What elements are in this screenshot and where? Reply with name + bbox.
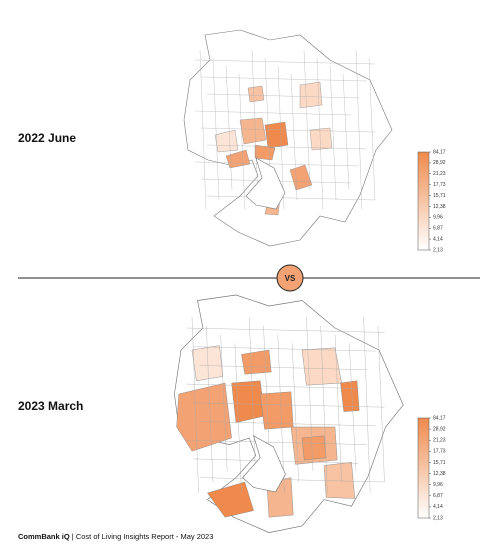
suburb-border: [200, 76, 368, 82]
suburb: [309, 127, 333, 151]
legend-label: 15,71: [433, 460, 446, 466]
suburb-border: [355, 49, 363, 211]
suburb-border: [194, 59, 376, 65]
suburb: [301, 435, 327, 461]
suburb-border: [277, 334, 285, 494]
legend-label: 4,14: [433, 236, 443, 242]
vs-badge: [276, 264, 304, 292]
suburb: [241, 349, 272, 375]
suburb: [239, 117, 267, 145]
suburb-border: [316, 57, 324, 211]
legend-label: 9,96: [433, 482, 443, 488]
vs-label: VS: [285, 274, 296, 283]
suburb-border: [320, 325, 328, 494]
legend-label: 6,87: [433, 493, 443, 499]
suburb: [340, 380, 360, 412]
suburb-border: [206, 144, 368, 150]
suburb-border: [225, 65, 233, 191]
legend-label: 17,73: [433, 449, 446, 455]
suburb-border: [290, 73, 298, 201]
suburb: [207, 481, 254, 518]
panel-title: 2022 June: [18, 131, 76, 145]
suburb-border: [249, 316, 256, 483]
legend-label: 21,23: [433, 171, 446, 177]
suburb-border: [349, 343, 357, 472]
suburb-border: [212, 57, 220, 201]
legend-label: 2,13: [433, 247, 443, 253]
legend-label: 84,17: [433, 415, 446, 421]
legend-label: 28,92: [433, 160, 446, 166]
legend-label: 15,71: [433, 193, 446, 199]
suburb-border: [186, 383, 359, 389]
suburb-border: [334, 334, 342, 483]
bay: [242, 435, 286, 493]
suburb: [225, 149, 251, 169]
suburb-border: [363, 316, 371, 494]
panel-title: 2023 March: [18, 399, 83, 413]
legend-bar: [417, 151, 430, 251]
legend-label: 6,87: [433, 226, 443, 232]
suburb-border: [238, 73, 246, 211]
suburb-border: [206, 195, 376, 201]
suburb-border: [206, 93, 360, 99]
footer: CommBank iQ | Cost of Living Insights Re…: [18, 532, 213, 541]
map-2022: [183, 29, 393, 247]
footer-text: Cost of Living Insights Report - May 202…: [76, 532, 214, 541]
legend-bar: [417, 417, 430, 519]
region: [183, 29, 393, 247]
suburb-border: [200, 127, 376, 133]
map-2023: [174, 294, 404, 533]
suburb-border: [303, 49, 311, 191]
suburb-border: [199, 477, 385, 483]
suburb: [254, 144, 276, 161]
suburb-border: [193, 346, 376, 352]
suburb-border: [329, 65, 337, 201]
suburb: [214, 129, 239, 153]
suburb-border: [199, 49, 207, 211]
suburb: [231, 380, 265, 423]
suburb: [264, 121, 289, 149]
suburb-border: [234, 343, 242, 494]
suburb-border: [206, 325, 214, 483]
suburb-border: [291, 343, 299, 483]
suburb-border: [194, 110, 352, 116]
legend-label: 17,73: [433, 182, 446, 188]
suburb-border: [277, 65, 285, 211]
legend-label: 28,92: [433, 426, 446, 432]
suburb-border: [377, 325, 385, 483]
legend-label: 9,96: [433, 215, 443, 221]
suburb: [247, 85, 265, 103]
legend-label: 84,17: [433, 149, 446, 155]
suburb-border: [194, 161, 360, 167]
suburb-border: [199, 421, 376, 427]
suburb-border: [193, 402, 385, 408]
legend-label: 12,38: [433, 471, 446, 477]
legend-label: 2,13: [433, 515, 443, 521]
suburb-border: [220, 334, 228, 472]
bay: [245, 157, 286, 210]
suburb: [323, 461, 356, 499]
suburb-border: [186, 440, 367, 445]
footer-separator: |: [72, 532, 74, 541]
suburb-border: [368, 57, 376, 201]
suburb-border: [186, 327, 385, 333]
suburb-border: [251, 49, 259, 201]
suburb-border: [306, 316, 314, 472]
legend-label: 12,38: [433, 204, 446, 210]
legend-label: 4,14: [433, 504, 443, 510]
suburb-border: [342, 73, 350, 191]
legend-label: 21,23: [433, 438, 446, 444]
suburb-border: [191, 316, 199, 494]
suburb-border: [199, 365, 367, 370]
footer-brand: CommBank iQ: [18, 532, 70, 541]
